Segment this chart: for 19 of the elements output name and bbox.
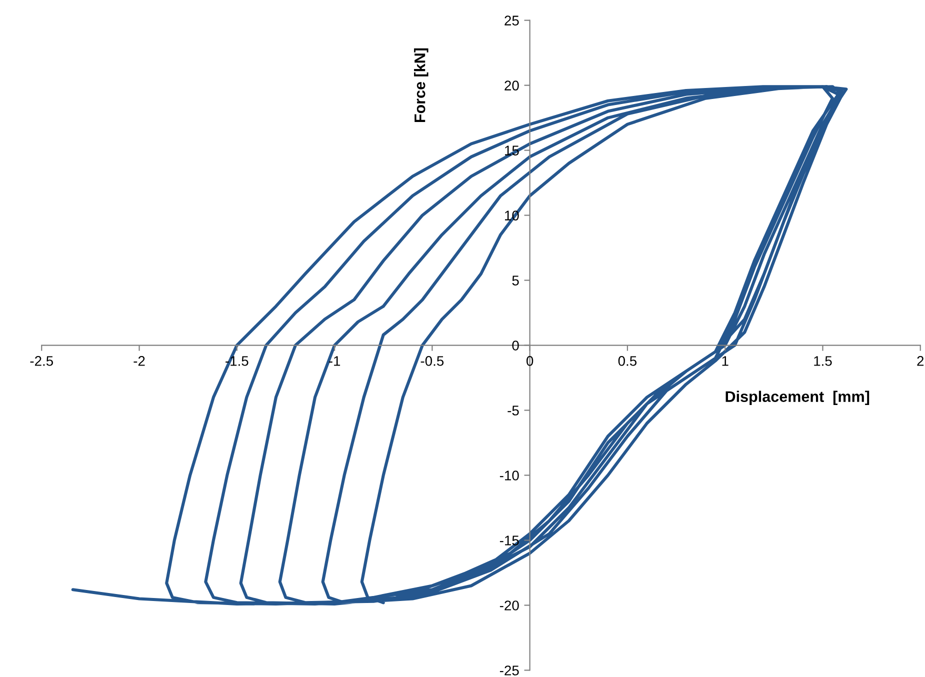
y-tick-label: 0 <box>512 340 519 350</box>
y-tick-label: -25 <box>500 666 519 676</box>
y-tick-label: -15 <box>500 536 519 546</box>
x-tick-label: -2.5 <box>30 356 54 366</box>
x-tick-label: 1 <box>722 356 728 366</box>
x-tick-label: 1.5 <box>814 356 832 366</box>
x-axis-title: Displacement [mm] <box>726 390 870 406</box>
x-tick-label: 0.5 <box>618 356 637 366</box>
x-tick-label: 0 <box>526 356 534 366</box>
y-tick-label: 5 <box>512 276 519 286</box>
y-axis-title: Force [kN] <box>414 48 428 122</box>
x-tick-label: -0.5 <box>420 356 444 366</box>
x-tick-label: 2 <box>917 356 924 366</box>
y-tick-label: -10 <box>500 470 519 480</box>
y-tick-label: 25 <box>504 16 519 26</box>
y-tick-label: 20 <box>504 80 519 90</box>
y-tick-label: -5 <box>508 406 519 416</box>
y-tick-label: -20 <box>500 600 519 610</box>
x-tick-label: -2 <box>134 356 145 366</box>
